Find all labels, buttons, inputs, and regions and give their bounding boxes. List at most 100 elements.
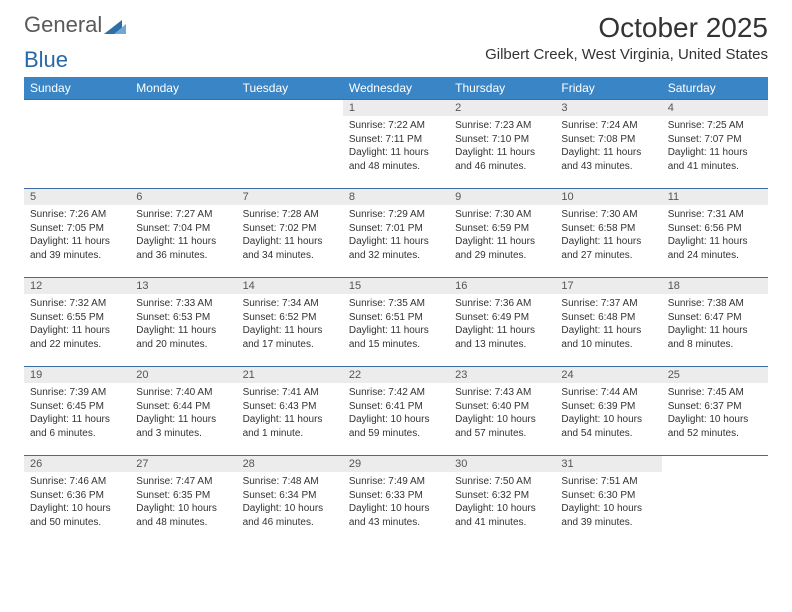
sunrise-text: Sunrise: 7:33 AM xyxy=(136,297,230,311)
sunset-text: Sunset: 6:55 PM xyxy=(30,311,124,325)
sunrise-text: Sunrise: 7:36 AM xyxy=(455,297,549,311)
day-of-week-header: Thursday xyxy=(449,77,555,100)
sunrise-text: Sunrise: 7:44 AM xyxy=(561,386,655,400)
day-info: Sunrise: 7:43 AMSunset: 6:40 PMDaylight:… xyxy=(449,383,555,440)
day-number: 2 xyxy=(449,100,555,116)
day-number: 14 xyxy=(237,278,343,294)
day-number: 10 xyxy=(555,189,661,205)
calendar-day-cell: 3Sunrise: 7:24 AMSunset: 7:08 PMDaylight… xyxy=(555,100,661,189)
sunset-text: Sunset: 7:05 PM xyxy=(30,222,124,236)
calendar-day-cell: . xyxy=(662,456,768,545)
calendar-day-cell: 5Sunrise: 7:26 AMSunset: 7:05 PMDaylight… xyxy=(24,189,130,278)
calendar-day-cell: 18Sunrise: 7:38 AMSunset: 6:47 PMDayligh… xyxy=(662,278,768,367)
daylight-text: Daylight: 11 hours and 27 minutes. xyxy=(561,235,655,262)
sunrise-text: Sunrise: 7:30 AM xyxy=(561,208,655,222)
sunset-text: Sunset: 6:49 PM xyxy=(455,311,549,325)
sunrise-text: Sunrise: 7:28 AM xyxy=(243,208,337,222)
day-number: 24 xyxy=(555,367,661,383)
sunrise-text: Sunrise: 7:27 AM xyxy=(136,208,230,222)
calendar-day-cell: 25Sunrise: 7:45 AMSunset: 6:37 PMDayligh… xyxy=(662,367,768,456)
day-number: 3 xyxy=(555,100,661,116)
daylight-text: Daylight: 11 hours and 43 minutes. xyxy=(561,146,655,173)
day-info: Sunrise: 7:42 AMSunset: 6:41 PMDaylight:… xyxy=(343,383,449,440)
sunset-text: Sunset: 7:07 PM xyxy=(668,133,762,147)
sunset-text: Sunset: 6:33 PM xyxy=(349,489,443,503)
sunset-text: Sunset: 6:34 PM xyxy=(243,489,337,503)
day-info: Sunrise: 7:28 AMSunset: 7:02 PMDaylight:… xyxy=(237,205,343,262)
calendar-day-cell: 27Sunrise: 7:47 AMSunset: 6:35 PMDayligh… xyxy=(130,456,236,545)
sunset-text: Sunset: 6:51 PM xyxy=(349,311,443,325)
sunrise-text: Sunrise: 7:45 AM xyxy=(668,386,762,400)
sunset-text: Sunset: 6:32 PM xyxy=(455,489,549,503)
day-info: Sunrise: 7:36 AMSunset: 6:49 PMDaylight:… xyxy=(449,294,555,351)
day-number: 13 xyxy=(130,278,236,294)
day-info: Sunrise: 7:23 AMSunset: 7:10 PMDaylight:… xyxy=(449,116,555,173)
sunset-text: Sunset: 6:36 PM xyxy=(30,489,124,503)
day-number: 19 xyxy=(24,367,130,383)
calendar-day-cell: . xyxy=(130,100,236,189)
sunrise-text: Sunrise: 7:29 AM xyxy=(349,208,443,222)
daylight-text: Daylight: 11 hours and 22 minutes. xyxy=(30,324,124,351)
day-of-week-header: Sunday xyxy=(24,77,130,100)
daylight-text: Daylight: 10 hours and 50 minutes. xyxy=(30,502,124,529)
calendar-week-row: 19Sunrise: 7:39 AMSunset: 6:45 PMDayligh… xyxy=(24,367,768,456)
day-info: Sunrise: 7:29 AMSunset: 7:01 PMDaylight:… xyxy=(343,205,449,262)
calendar-week-row: 12Sunrise: 7:32 AMSunset: 6:55 PMDayligh… xyxy=(24,278,768,367)
day-number: 4 xyxy=(662,100,768,116)
sunrise-text: Sunrise: 7:48 AM xyxy=(243,475,337,489)
day-number: 16 xyxy=(449,278,555,294)
logo-triangle-icon xyxy=(104,16,126,34)
sunrise-text: Sunrise: 7:34 AM xyxy=(243,297,337,311)
calendar-day-cell: 28Sunrise: 7:48 AMSunset: 6:34 PMDayligh… xyxy=(237,456,343,545)
day-number: 17 xyxy=(555,278,661,294)
day-info: Sunrise: 7:35 AMSunset: 6:51 PMDaylight:… xyxy=(343,294,449,351)
day-info: Sunrise: 7:30 AMSunset: 6:59 PMDaylight:… xyxy=(449,205,555,262)
daylight-text: Daylight: 10 hours and 52 minutes. xyxy=(668,413,762,440)
sunrise-text: Sunrise: 7:32 AM xyxy=(30,297,124,311)
logo-text-1: General xyxy=(24,12,102,38)
daylight-text: Daylight: 10 hours and 48 minutes. xyxy=(136,502,230,529)
day-number: 9 xyxy=(449,189,555,205)
daylight-text: Daylight: 11 hours and 48 minutes. xyxy=(349,146,443,173)
sunset-text: Sunset: 6:35 PM xyxy=(136,489,230,503)
sunrise-text: Sunrise: 7:23 AM xyxy=(455,119,549,133)
calendar-day-cell: 24Sunrise: 7:44 AMSunset: 6:39 PMDayligh… xyxy=(555,367,661,456)
sunrise-text: Sunrise: 7:43 AM xyxy=(455,386,549,400)
daylight-text: Daylight: 11 hours and 3 minutes. xyxy=(136,413,230,440)
calendar-day-cell: 13Sunrise: 7:33 AMSunset: 6:53 PMDayligh… xyxy=(130,278,236,367)
daylight-text: Daylight: 11 hours and 8 minutes. xyxy=(668,324,762,351)
day-info: Sunrise: 7:22 AMSunset: 7:11 PMDaylight:… xyxy=(343,116,449,173)
day-number: 20 xyxy=(130,367,236,383)
sunset-text: Sunset: 6:41 PM xyxy=(349,400,443,414)
month-title: October 2025 xyxy=(485,12,768,44)
sunrise-text: Sunrise: 7:25 AM xyxy=(668,119,762,133)
sunrise-text: Sunrise: 7:22 AM xyxy=(349,119,443,133)
calendar-day-cell: 7Sunrise: 7:28 AMSunset: 7:02 PMDaylight… xyxy=(237,189,343,278)
calendar-body: ...1Sunrise: 7:22 AMSunset: 7:11 PMDayli… xyxy=(24,100,768,545)
sunrise-text: Sunrise: 7:51 AM xyxy=(561,475,655,489)
sunset-text: Sunset: 6:40 PM xyxy=(455,400,549,414)
sunset-text: Sunset: 6:30 PM xyxy=(561,489,655,503)
day-info: Sunrise: 7:49 AMSunset: 6:33 PMDaylight:… xyxy=(343,472,449,529)
sunrise-text: Sunrise: 7:24 AM xyxy=(561,119,655,133)
day-number: 25 xyxy=(662,367,768,383)
day-info: Sunrise: 7:25 AMSunset: 7:07 PMDaylight:… xyxy=(662,116,768,173)
day-number: 15 xyxy=(343,278,449,294)
calendar-day-cell: 26Sunrise: 7:46 AMSunset: 6:36 PMDayligh… xyxy=(24,456,130,545)
daylight-text: Daylight: 10 hours and 46 minutes. xyxy=(243,502,337,529)
daylight-text: Daylight: 10 hours and 54 minutes. xyxy=(561,413,655,440)
sunset-text: Sunset: 6:58 PM xyxy=(561,222,655,236)
sunset-text: Sunset: 6:44 PM xyxy=(136,400,230,414)
sunrise-text: Sunrise: 7:35 AM xyxy=(349,297,443,311)
day-info: Sunrise: 7:41 AMSunset: 6:43 PMDaylight:… xyxy=(237,383,343,440)
day-of-week-header: Tuesday xyxy=(237,77,343,100)
day-number: 5 xyxy=(24,189,130,205)
day-number: 30 xyxy=(449,456,555,472)
day-number: 7 xyxy=(237,189,343,205)
day-info: Sunrise: 7:44 AMSunset: 6:39 PMDaylight:… xyxy=(555,383,661,440)
daylight-text: Daylight: 11 hours and 13 minutes. xyxy=(455,324,549,351)
calendar-day-cell: 19Sunrise: 7:39 AMSunset: 6:45 PMDayligh… xyxy=(24,367,130,456)
calendar-week-row: 26Sunrise: 7:46 AMSunset: 6:36 PMDayligh… xyxy=(24,456,768,545)
sunset-text: Sunset: 6:39 PM xyxy=(561,400,655,414)
calendar-day-cell: 2Sunrise: 7:23 AMSunset: 7:10 PMDaylight… xyxy=(449,100,555,189)
